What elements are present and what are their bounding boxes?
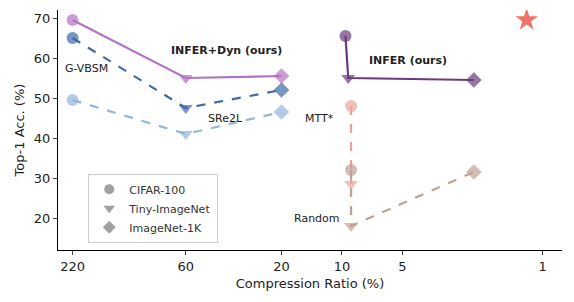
svg-text:ImageNet-1K: ImageNet-1K (129, 222, 202, 235)
svg-text:10: 10 (334, 259, 351, 274)
svg-text:50: 50 (34, 91, 51, 106)
svg-text:70: 70 (34, 11, 51, 26)
svg-text:MTT*: MTT* (305, 112, 334, 125)
svg-text:Tiny-ImageNet: Tiny-ImageNet (128, 203, 210, 216)
svg-text:Random: Random (294, 212, 340, 225)
svg-text:60: 60 (178, 259, 195, 274)
svg-text:60: 60 (34, 51, 51, 66)
svg-text:INFER+Dyn (ours): INFER+Dyn (ours) (171, 44, 282, 57)
svg-text:1: 1 (538, 259, 546, 274)
svg-text:Compression Ratio (%): Compression Ratio (%) (236, 276, 385, 291)
svg-text:40: 40 (34, 131, 51, 146)
svg-text:INFER (ours): INFER (ours) (369, 54, 447, 67)
svg-text:Top-1 Acc. (%): Top-1 Acc. (%) (12, 84, 27, 178)
svg-text:G-VBSM: G-VBSM (65, 62, 108, 75)
svg-text:30: 30 (34, 171, 51, 186)
svg-text:20: 20 (273, 259, 290, 274)
svg-text:20: 20 (34, 211, 51, 226)
svg-text:SRe2L: SRe2L (208, 112, 243, 125)
svg-text:5: 5 (398, 259, 406, 274)
svg-text:220: 220 (60, 259, 85, 274)
svg-text:CIFAR-100: CIFAR-100 (129, 184, 185, 197)
